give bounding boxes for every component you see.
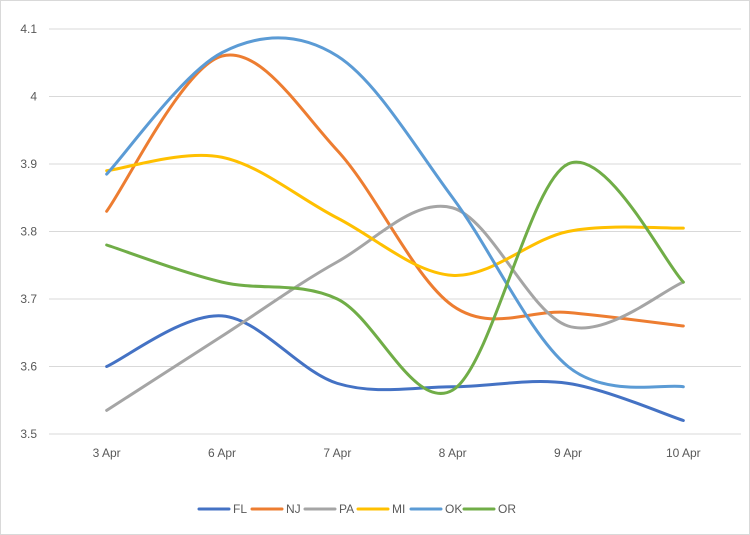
y-axis-tick-labels: 3.5 3.6 3.7 3.8 3.9 4 4.1 bbox=[20, 22, 37, 441]
series-line-nj bbox=[105, 53, 685, 328]
y-tick-label: 3.6 bbox=[20, 360, 37, 374]
y-tick-label: 3.8 bbox=[20, 225, 37, 239]
x-tick-label: 10 Apr bbox=[666, 446, 701, 460]
series-line-fl bbox=[105, 314, 685, 422]
x-tick-label: 7 Apr bbox=[323, 446, 351, 460]
legend-label-mi: MI bbox=[392, 502, 405, 516]
series-lines bbox=[105, 36, 685, 422]
x-tick-label: 8 Apr bbox=[439, 446, 467, 460]
y-tick-label: 3.7 bbox=[20, 292, 37, 306]
x-tick-label: 3 Apr bbox=[93, 446, 121, 460]
series-line-mi bbox=[105, 153, 685, 277]
y-tick-label: 4.1 bbox=[20, 22, 37, 36]
legend-label-or: OR bbox=[498, 502, 516, 516]
x-tick-label: 6 Apr bbox=[208, 446, 236, 460]
legend-label-ok: OK bbox=[445, 502, 462, 516]
series-line-or bbox=[105, 160, 685, 395]
legend-label-nj: NJ bbox=[286, 502, 301, 516]
y-tick-label: 3.9 bbox=[20, 157, 37, 171]
series-line-ok bbox=[105, 36, 685, 389]
legend-label-fl: FL bbox=[233, 502, 247, 516]
gridlines bbox=[49, 28, 741, 367]
series-line-pa bbox=[105, 204, 685, 412]
y-tick-label: 3.5 bbox=[20, 427, 37, 441]
x-tick-label: 9 Apr bbox=[554, 446, 582, 460]
y-tick-label: 4 bbox=[30, 90, 37, 104]
legend: FL NJ PA MI OK OR bbox=[197, 502, 516, 516]
legend-label-pa: PA bbox=[339, 502, 354, 516]
x-axis-tick-labels: 3 Apr 6 Apr 7 Apr 8 Apr 9 Apr 10 Apr bbox=[93, 446, 701, 460]
